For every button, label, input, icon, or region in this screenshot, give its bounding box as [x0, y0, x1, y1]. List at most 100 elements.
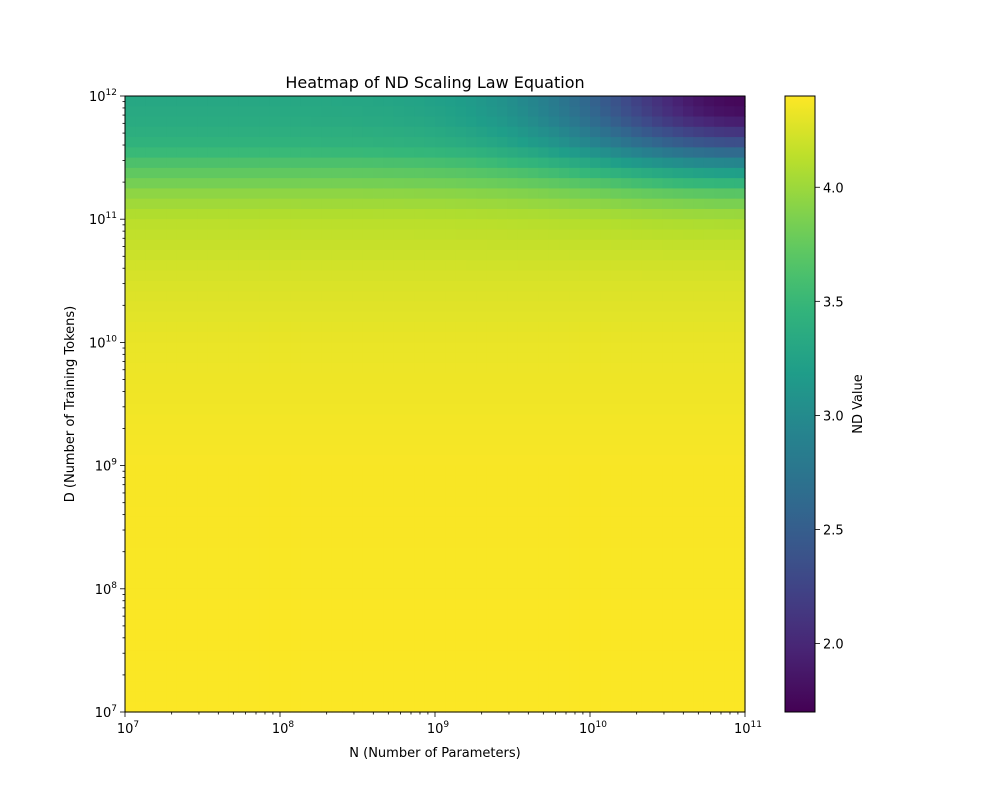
heatmap-cell [497, 321, 508, 333]
heatmap-cell [569, 445, 581, 456]
heatmap-cell [517, 126, 529, 138]
heatmap-cell [176, 280, 188, 292]
heatmap-cell [497, 629, 508, 641]
heatmap-cell [156, 599, 167, 610]
heatmap-cell [693, 250, 705, 261]
heatmap-cell [166, 157, 178, 169]
heatmap-cell [259, 342, 271, 354]
heatmap-cell [352, 342, 364, 354]
heatmap-cell [507, 486, 519, 497]
heatmap-cell [176, 455, 188, 467]
heatmap-cell [641, 445, 653, 456]
heatmap-cell [197, 178, 209, 189]
heatmap-cell [548, 167, 560, 179]
heatmap-cell [559, 229, 570, 241]
heatmap-cell [290, 516, 302, 528]
heatmap-cell [290, 475, 302, 487]
heatmap-cell [672, 126, 684, 138]
heatmap-cell [228, 691, 240, 703]
heatmap-cell [693, 321, 705, 333]
heatmap-cell [404, 198, 415, 210]
heatmap-cell [342, 106, 353, 118]
heatmap-cell [311, 424, 322, 436]
heatmap-cell [414, 147, 426, 159]
heatmap-cell [517, 373, 529, 385]
heatmap-cell [528, 147, 539, 159]
heatmap-cell [724, 434, 736, 446]
heatmap-cell [135, 558, 147, 569]
heatmap-cell [393, 260, 405, 272]
heatmap-cell [259, 465, 271, 477]
heatmap-cell [734, 106, 746, 118]
heatmap-cell [445, 188, 457, 200]
heatmap-cell [538, 486, 550, 497]
heatmap-cell [331, 660, 343, 672]
heatmap-cell [683, 547, 694, 559]
heatmap-cell [486, 229, 498, 241]
heatmap-cell [228, 547, 240, 559]
heatmap-cell [497, 465, 508, 477]
heatmap-cell [414, 321, 426, 333]
heatmap-cell [393, 250, 405, 261]
heatmap-cell [486, 373, 498, 385]
heatmap-cell [662, 424, 674, 436]
heatmap-cell [569, 321, 581, 333]
heatmap-cell [631, 516, 643, 528]
heatmap-cell [404, 106, 415, 118]
heatmap-cell [280, 137, 291, 148]
heatmap-cell [724, 424, 736, 436]
heatmap-cell [321, 362, 333, 374]
y-tick-label: 107 [95, 704, 117, 721]
heatmap-cell [435, 424, 446, 436]
heatmap-cell [569, 465, 581, 477]
heatmap-cell [135, 588, 147, 600]
heatmap-cell [156, 434, 167, 446]
heatmap-cell [290, 537, 302, 549]
heatmap-cell [300, 291, 312, 302]
heatmap-cell [517, 516, 529, 528]
heatmap-cell [300, 568, 312, 580]
heatmap-cell [476, 578, 488, 590]
heatmap-cell [238, 516, 250, 528]
heatmap-cell [228, 219, 240, 231]
heatmap-cell [393, 126, 405, 138]
heatmap-cell [734, 424, 746, 436]
heatmap-cell [652, 332, 663, 343]
heatmap-cell [507, 588, 519, 600]
heatmap-cell [528, 670, 539, 682]
heatmap-cell [476, 537, 488, 549]
heatmap-cell [579, 547, 591, 559]
heatmap-cell [424, 455, 436, 467]
heatmap-cell [569, 599, 581, 610]
heatmap-cell [424, 229, 436, 241]
heatmap-cell [610, 137, 622, 148]
heatmap-cell [290, 393, 302, 405]
heatmap-cell [672, 578, 684, 590]
heatmap-cell [352, 280, 364, 292]
heatmap-cell [207, 629, 219, 641]
heatmap-cell [455, 321, 467, 333]
heatmap-cell [693, 198, 705, 210]
heatmap-cell [559, 619, 570, 631]
heatmap-cell [579, 270, 591, 282]
heatmap-cell [600, 311, 612, 323]
heatmap-cell [652, 321, 663, 333]
heatmap-cell [714, 486, 725, 497]
heatmap-cell [693, 701, 705, 713]
heatmap-cell [466, 291, 477, 302]
heatmap-cell [631, 414, 643, 426]
heatmap-cell [300, 188, 312, 200]
heatmap-cell [455, 157, 467, 169]
heatmap-cell [176, 578, 188, 590]
heatmap-cell [579, 445, 591, 456]
heatmap-cell [311, 404, 322, 415]
heatmap-cell [548, 260, 560, 272]
heatmap-cell [393, 434, 405, 446]
heatmap-cell [683, 188, 694, 200]
heatmap-cell [311, 486, 322, 497]
heatmap-cell [538, 445, 550, 456]
heatmap-cell [662, 106, 674, 118]
heatmap-cell [693, 506, 705, 518]
heatmap-cell [579, 455, 591, 467]
heatmap-cell [734, 619, 746, 631]
